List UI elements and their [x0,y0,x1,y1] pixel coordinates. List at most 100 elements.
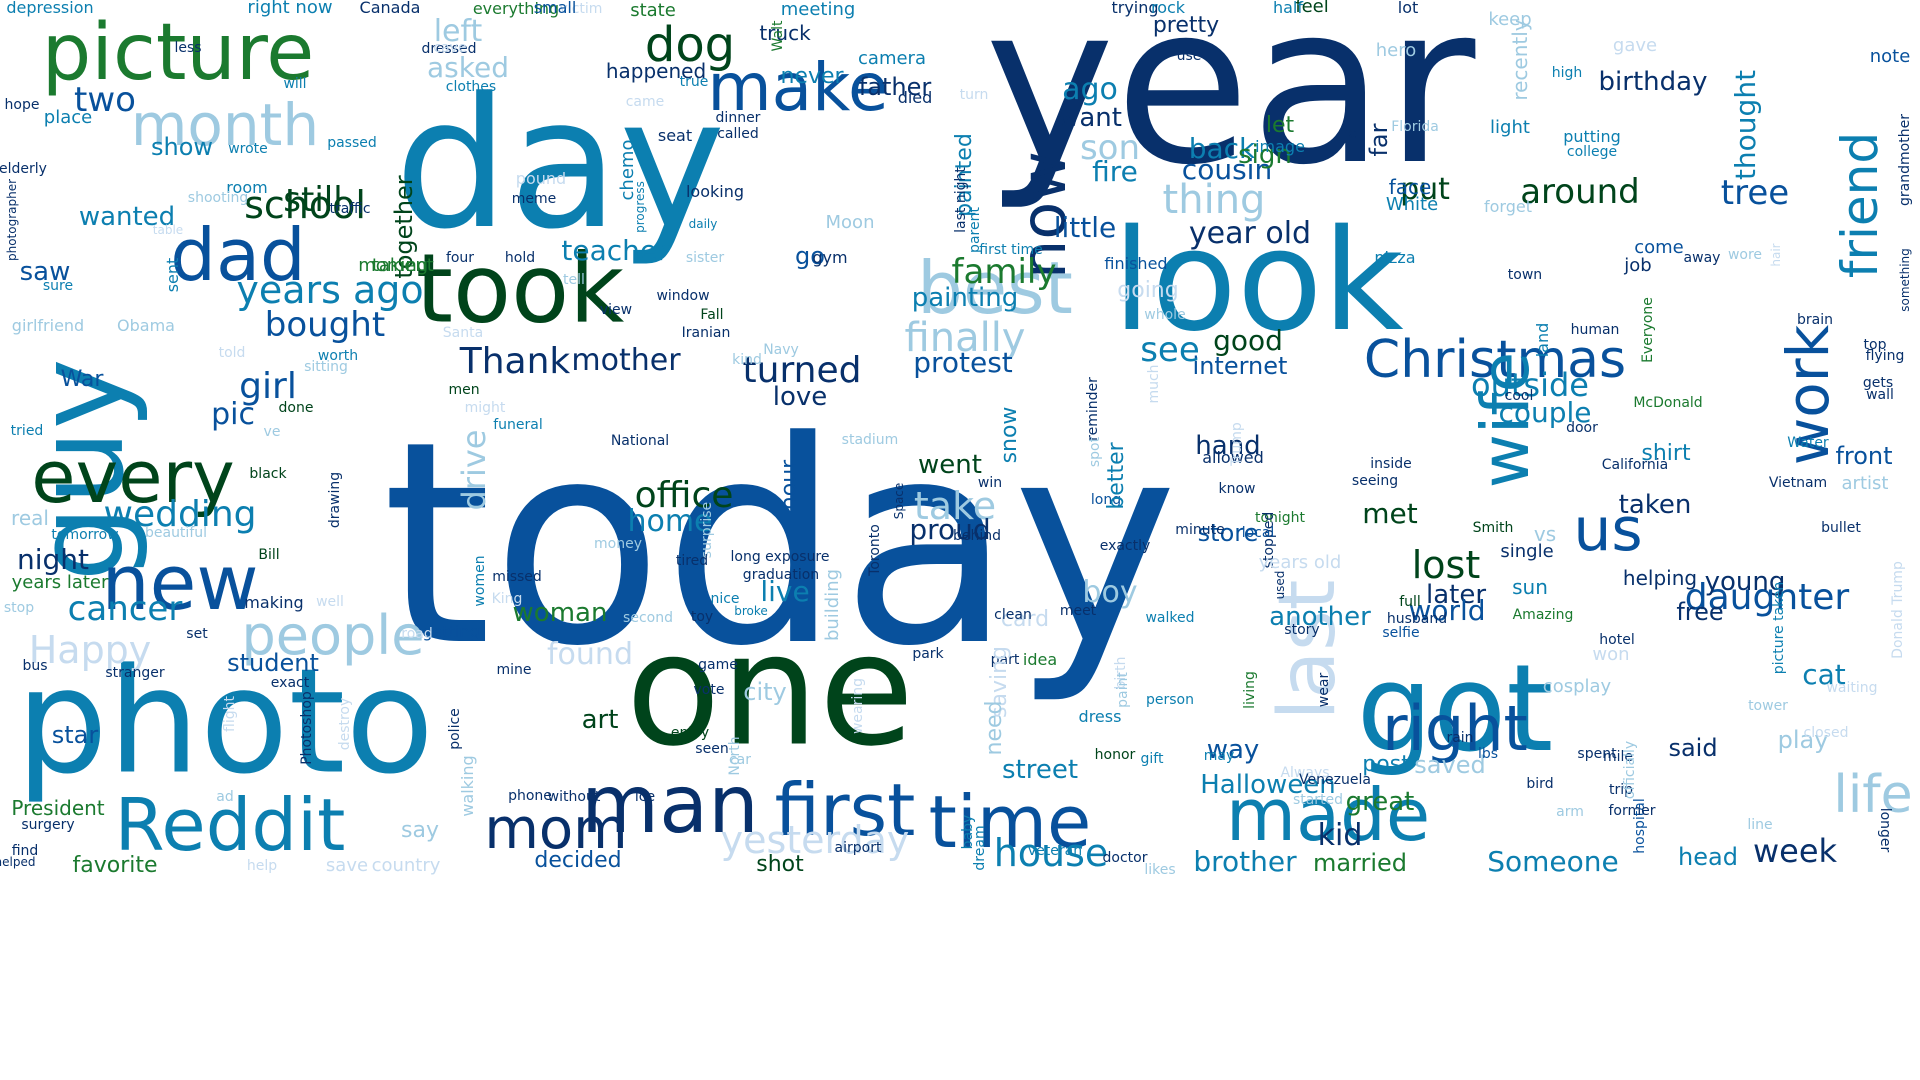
word-best: best [917,246,1073,330]
word-sitting: sitting [304,359,348,375]
word-president: President [11,796,105,820]
word-boy: boy [1082,575,1138,610]
word-exact: exact [270,675,310,691]
word-sure: sure [42,278,74,294]
word-vote: vote [693,682,725,698]
word-feel: feel [1295,0,1329,17]
word-left: left [433,14,483,49]
word-passed: passed [327,135,377,151]
word-far: far [1365,123,1393,157]
word-state: state [630,0,676,21]
word-venezuela: Venezuela [1299,772,1371,788]
word-picture-taken: picture taken [1771,581,1787,675]
word-say: say [401,818,439,843]
word-let: let [1265,113,1295,138]
word-hotel: hotel [1599,632,1635,648]
word-men: men [448,382,480,398]
word-dinner: dinner [715,110,761,126]
word-city: city [743,678,787,706]
word-top: top [1863,337,1887,353]
word-story: story [1284,622,1320,638]
word-started: started [1292,792,1344,808]
word-allowed: allowed [1202,448,1264,467]
word-live: live [760,575,810,608]
word-bullet: bullet [1821,520,1861,536]
word-forget: forget [1484,197,1532,216]
word-won: won [1592,644,1630,665]
word-mcdonald: McDonald [1633,395,1703,411]
word-national: National [610,433,670,449]
word-gift: gift [1140,751,1164,767]
word-husband: husband [1386,611,1448,627]
word-rock: rock [1150,0,1186,17]
word-face: face [1388,175,1432,199]
word-vietnam: Vietnam [1768,475,1828,491]
word-kind: kind [732,352,762,368]
word-little: little [1053,211,1117,244]
word-star: star [51,721,99,749]
word-way: way [1206,735,1260,765]
word-office: office [634,475,734,516]
word-light: light [1490,117,1530,138]
word-sun: sun [1512,575,1548,599]
word-shot: shot [756,852,804,877]
word-mine: mine [496,662,532,678]
word-yesterday: yesterday [720,818,910,862]
word-dog: dog [644,17,736,73]
word-people: people [241,604,425,667]
word-found: found [547,637,633,672]
word-funeral: funeral [493,417,543,433]
word-water: Water [1787,435,1829,451]
word-snow: snow [997,406,1022,464]
word-saved: saved [1414,751,1486,779]
word-long-exposure: long exposure [730,549,830,565]
word-doctor: doctor [1102,850,1148,866]
word-student: student [227,649,319,677]
word-happened: happened [605,59,707,83]
word-amazing: Amazing [1512,607,1574,623]
word-building: building [822,568,843,642]
word-mile: mile [1602,749,1634,765]
word-land: land [1533,322,1552,358]
word-father: father [858,73,932,101]
word-front: front [1835,442,1893,470]
word-seeing: seeing [1351,473,1399,489]
word-photo: photo [15,637,435,807]
word-fire: fire [1092,155,1138,188]
word-airport: airport [834,840,882,856]
word-window: window [656,288,710,304]
word-enjoy: enjoy [670,725,710,741]
word-happy: Happy [28,628,152,672]
word-human: human [1570,322,1620,338]
word-police: police [447,708,463,750]
word-missed: missed [492,569,542,585]
word-car: car [728,752,752,768]
word-california: California [1601,457,1669,473]
word-broke: broke [734,604,768,618]
word-meme: meme [511,191,557,207]
word-helped: helped [0,855,36,869]
word-ago: ago [1062,72,1118,107]
word-putting: putting [1563,127,1621,146]
word-less: less [174,40,202,56]
word-back: back [1188,132,1256,165]
word-navy: Navy [763,342,799,358]
word-wedding: wedding [103,494,257,535]
word-always: Always [1280,765,1330,781]
word-years-ago: years ago [236,268,424,312]
word-behind: behind [952,528,1002,544]
word-destroy: destroy [337,697,353,751]
word-girlfriend: girlfriend [11,316,85,335]
word-exactly: exactly [1099,538,1151,554]
word-come: come [1634,237,1684,258]
word-selfie: selfie [1382,625,1420,641]
word-seen: seen [695,741,729,757]
word-made: made [1225,773,1431,857]
word-used: used [1273,570,1287,600]
word-never: never [780,64,844,89]
word-likes: likes [1144,862,1176,878]
word-man: man [581,758,759,851]
word-lost: lost [1411,543,1481,587]
word-want: want [1058,103,1122,133]
word-wearing: wearing [850,677,866,735]
